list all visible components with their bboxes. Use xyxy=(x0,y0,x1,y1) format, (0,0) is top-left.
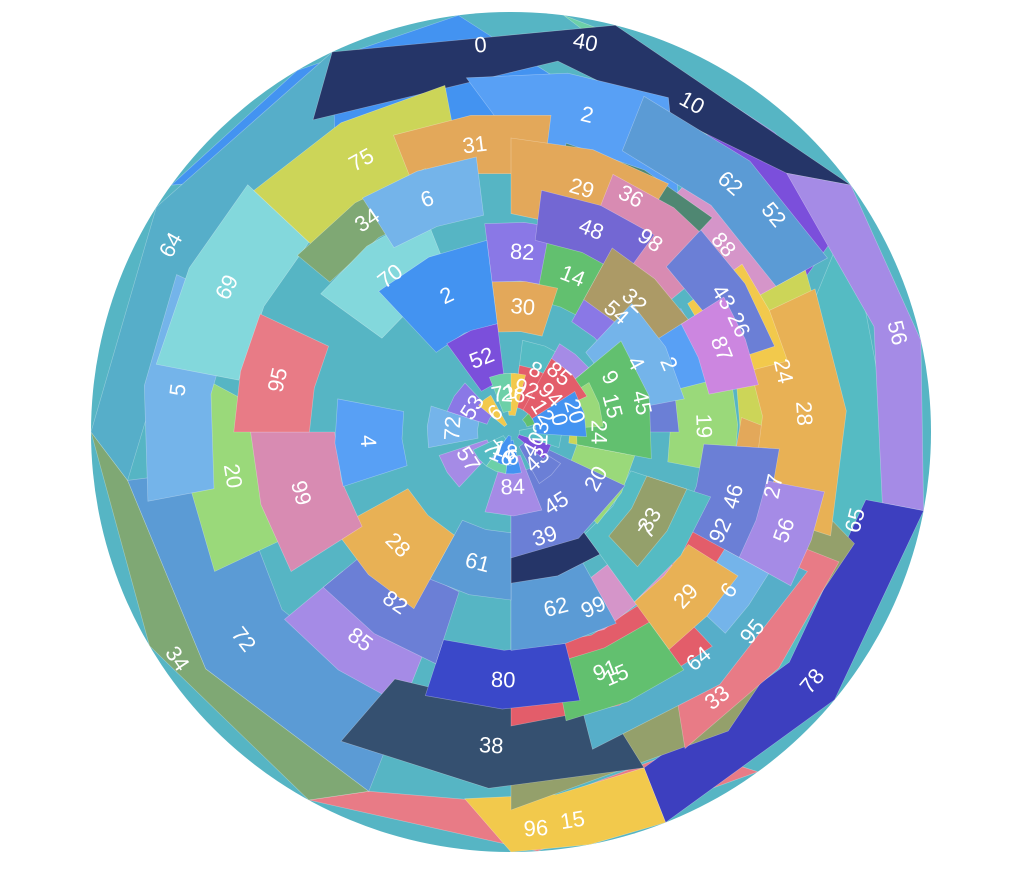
cell-label-45: 45 xyxy=(627,388,657,417)
cell-label-6: 6 xyxy=(506,444,520,470)
cell-6 xyxy=(362,156,484,248)
cell-56 xyxy=(738,480,825,587)
cell-label-84: 84 xyxy=(500,474,525,500)
cell-40 xyxy=(517,434,552,460)
cell-label-56: 56 xyxy=(882,318,912,348)
cell-label-31: 31 xyxy=(461,131,488,159)
cell-label-80: 80 xyxy=(491,667,516,693)
cell-label-19: 19 xyxy=(691,413,717,438)
cell-71 xyxy=(489,372,512,413)
cell-label-65: 65 xyxy=(840,505,870,535)
cells-group xyxy=(91,14,925,852)
cell-95 xyxy=(233,313,329,433)
cell-30 xyxy=(491,281,559,337)
cell-33 xyxy=(608,475,688,568)
cell-69 xyxy=(155,184,310,381)
cell-label-30: 30 xyxy=(510,293,537,320)
cell-4 xyxy=(334,398,408,487)
cell-label-62: 62 xyxy=(541,592,571,622)
cell-label-26: 26 xyxy=(500,381,526,407)
cell-28 xyxy=(333,488,455,610)
cell-label-40: 40 xyxy=(571,28,600,57)
cell-62 xyxy=(621,95,828,287)
cell-label-5: 5 xyxy=(164,382,190,397)
cell-99 xyxy=(250,431,363,572)
cell-6 xyxy=(478,394,508,428)
cell-label-2: 2 xyxy=(578,101,596,128)
cell-label-61: 61 xyxy=(463,547,493,577)
cell-72 xyxy=(426,405,480,449)
cell-label-28: 28 xyxy=(791,400,817,426)
cell-label-38: 38 xyxy=(478,732,504,758)
cell-label-15: 15 xyxy=(558,806,586,835)
cell-label-24: 24 xyxy=(769,356,799,385)
cell-label-0: 0 xyxy=(473,32,487,58)
cell-label-27: 27 xyxy=(758,472,787,501)
cell-label-24: 24 xyxy=(587,420,612,444)
cell-18 xyxy=(490,435,512,466)
cell-label-0: 0 xyxy=(546,410,573,428)
cell-label-82: 82 xyxy=(509,239,535,265)
cell-label-72: 72 xyxy=(439,415,465,441)
cell-label-4: 4 xyxy=(356,434,382,448)
cell-0 xyxy=(531,391,587,438)
cell-label-15: 15 xyxy=(598,391,628,421)
cell-label-20: 20 xyxy=(219,462,248,490)
cell-label-71: 71 xyxy=(489,378,518,407)
cell-label-96: 96 xyxy=(523,815,549,841)
cell-label-13: 13 xyxy=(527,421,553,447)
cell-label-95: 95 xyxy=(263,365,293,394)
